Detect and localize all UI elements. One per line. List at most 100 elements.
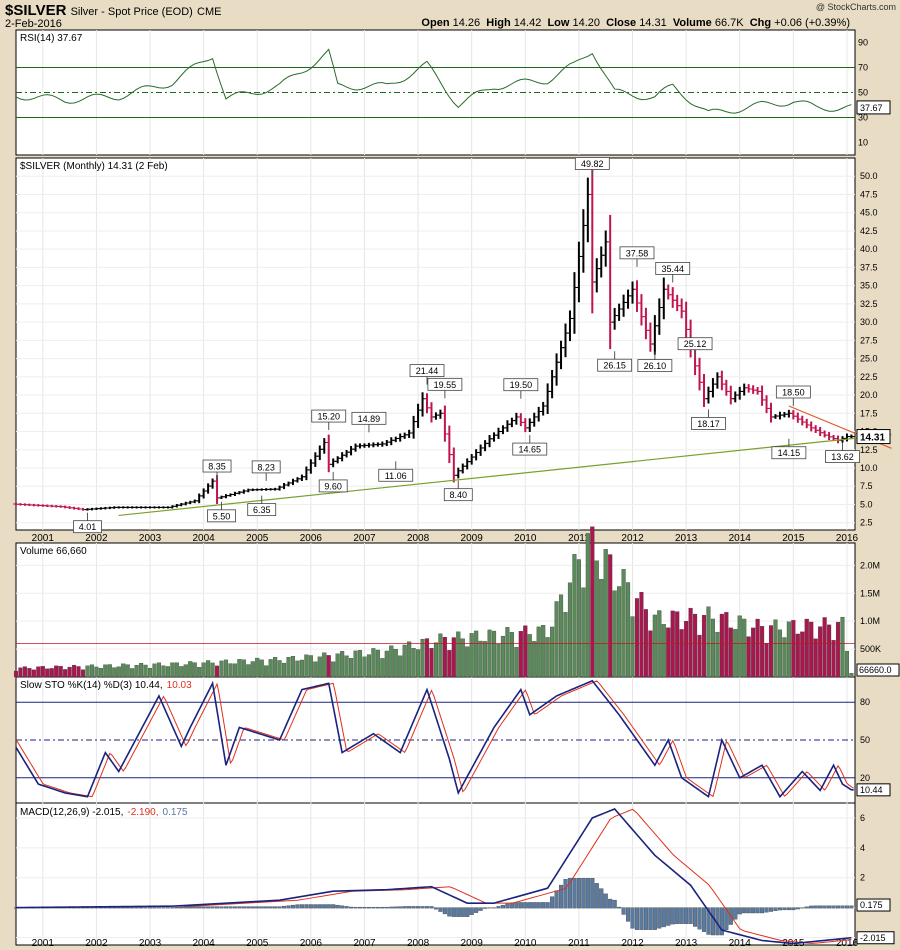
macd-hist-bar: [751, 907, 756, 914]
annotation-box: [427, 377, 463, 391]
volume-bar: [599, 579, 604, 678]
macd-hist-bar: [277, 906, 282, 909]
annotation-box: [73, 520, 102, 534]
volume-bar: [715, 631, 720, 678]
macd-hist-bar: [357, 906, 363, 909]
annotation-label: 49.82: [581, 159, 604, 169]
macd-hist-bar: [657, 907, 662, 929]
macd-hist-bar: [174, 907, 179, 909]
volume-bar: [72, 664, 77, 678]
chart-date: 2-Feb-2016: [5, 18, 62, 30]
volume-bar: [514, 647, 519, 678]
macd-hist-bar: [156, 907, 162, 909]
volume-bar: [809, 621, 814, 678]
price-bar: [848, 434, 855, 439]
volume-bar: [241, 659, 246, 678]
annotation-label: 14.15: [778, 448, 801, 458]
volume-bar: [576, 559, 581, 678]
volume-bar: [831, 640, 836, 678]
macd-hist-bar: [112, 907, 117, 909]
macd-hist-bar: [255, 906, 260, 909]
macd-hist-bar: [223, 906, 229, 909]
macd-hist-bar: [684, 907, 689, 924]
sto-tick-20: 20: [860, 773, 870, 783]
macd-hist-bar: [183, 906, 188, 909]
macd-hist-bar: [219, 906, 224, 909]
volume-bar: [255, 657, 260, 678]
macd-hist-bar: [389, 906, 394, 909]
macd-hist-bar: [567, 877, 573, 909]
volume-bar: [483, 641, 488, 678]
volume-bar: [277, 660, 282, 678]
volume-bar: [380, 658, 385, 678]
volume-bar: [290, 656, 296, 678]
macd-hist-bar: [429, 906, 434, 909]
price-annotation-11.06: 11.06: [378, 461, 414, 482]
annotation-box: [207, 509, 236, 523]
volume-bar: [206, 660, 211, 678]
volume-bar: [840, 616, 845, 678]
price-annotation-8.40: 8.40: [443, 480, 473, 502]
macd-hist-bar: [800, 907, 805, 909]
year-label-bottom-2002: 2002: [85, 938, 108, 949]
year-label-top-2009: 2009: [461, 533, 484, 544]
year-label-bottom-2016: 2016: [836, 938, 859, 949]
high-value: 14.42: [513, 17, 542, 29]
annotation-label: 14.89: [358, 414, 381, 424]
annotation-label: 37.58: [626, 248, 649, 258]
macd-hist-bar: [581, 877, 586, 909]
macd-hist-bar: [107, 907, 112, 909]
macd-hist-bar: [550, 896, 555, 909]
annotation-label: 26.10: [644, 361, 667, 371]
macd-hist-bar: [514, 902, 519, 909]
volume-bar: [768, 625, 774, 678]
volume-bar: [85, 665, 90, 678]
volume-bar: [40, 666, 45, 678]
annotation-box: [351, 411, 387, 425]
macd-hist-bar: [433, 907, 438, 910]
macd-hist-bar: [349, 906, 354, 909]
volume-bar: [523, 625, 528, 678]
macd-hist-bar: [241, 906, 246, 909]
year-label-top-2014: 2014: [729, 533, 752, 544]
annotation-label: 18.17: [697, 419, 720, 429]
volume-bar: [496, 643, 501, 678]
macd-hist-bar: [599, 888, 604, 909]
low-value: 14.20: [572, 17, 601, 29]
sto-last-box: [856, 783, 891, 797]
volume-bar: [228, 663, 233, 678]
volume-bar: [36, 666, 41, 678]
rsi-tick-10: 10: [858, 138, 868, 148]
volume-bar: [728, 627, 733, 678]
volume-bar: [331, 661, 336, 678]
price-tick-17.5: 17.5: [860, 408, 878, 418]
year-label-top-2001: 2001: [32, 533, 55, 544]
volume-bar: [98, 667, 103, 678]
volume-bar: [581, 587, 586, 678]
volume-bar: [764, 643, 769, 678]
macd-hist-bar: [706, 907, 711, 935]
annotation-label: 19.55: [434, 380, 457, 390]
macd-tick-6: 6: [860, 813, 865, 823]
volume-bar: [474, 630, 479, 678]
volume-bar: [259, 659, 264, 678]
macd-last-box: [856, 931, 895, 945]
volume-bar: [451, 637, 456, 678]
volume-bar: [214, 665, 220, 678]
macd-hist-bar: [380, 906, 385, 909]
volume-bar: [237, 659, 242, 678]
volume-bar: [737, 615, 742, 678]
volume-bar: [648, 630, 653, 678]
volume-bar: [424, 638, 430, 678]
volume-bar: [630, 616, 635, 678]
price-tick-35.0: 35.0: [860, 281, 878, 291]
price-last-box: [856, 429, 891, 445]
annotation-box: [318, 479, 348, 493]
volume-bar: [590, 526, 595, 678]
annotation-label: 5.50: [213, 511, 231, 521]
volume-bar: [844, 650, 850, 678]
volume-bar: [344, 655, 349, 678]
volume-bar: [139, 663, 144, 678]
macd-hist-bar: [161, 907, 166, 909]
macd-hist-bar: [590, 877, 595, 909]
